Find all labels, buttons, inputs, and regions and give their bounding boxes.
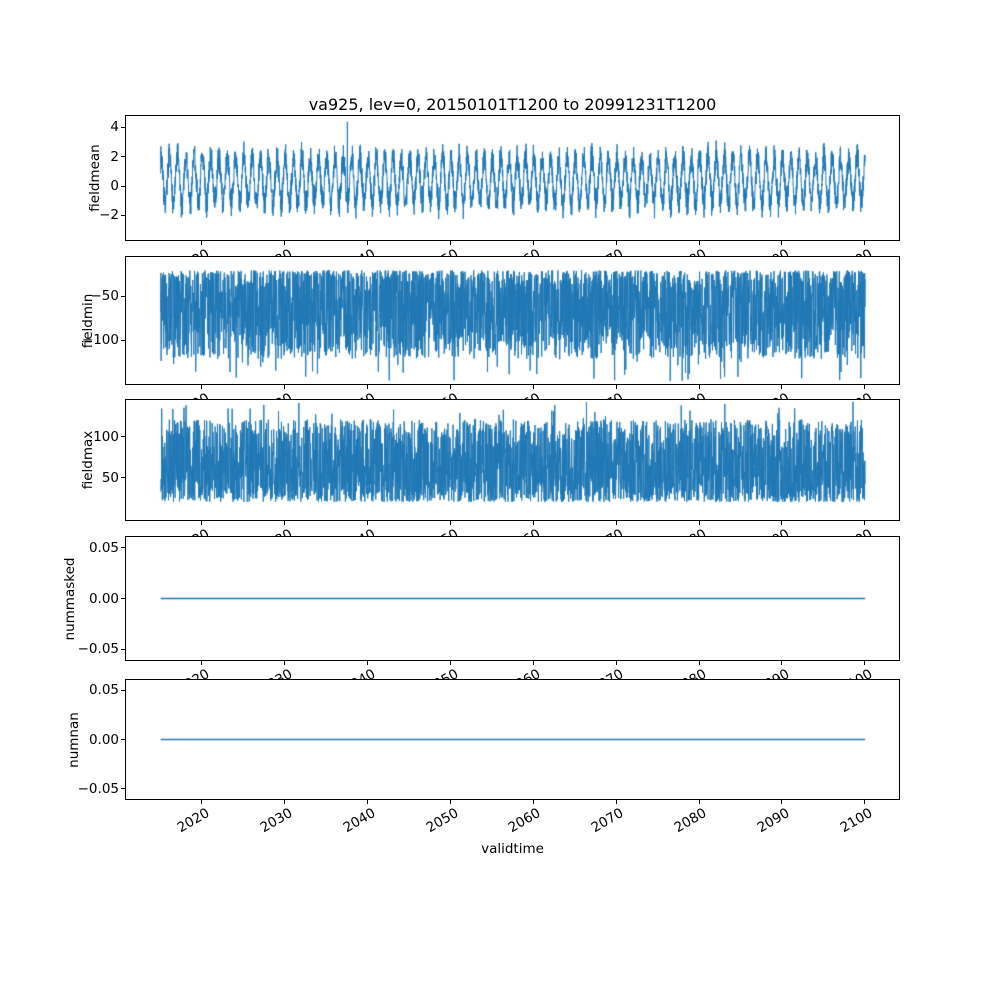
xtick-mark (781, 800, 783, 804)
ytick-label: −50 (90, 288, 120, 305)
xtick-mark (864, 661, 866, 665)
ytick-mark (121, 436, 125, 438)
xtick-mark (284, 521, 286, 525)
xtick-mark (449, 800, 451, 804)
xtick-mark (532, 661, 534, 665)
ytick-label: −2 (99, 207, 119, 224)
xtick-mark (781, 385, 783, 389)
ytick-mark (121, 126, 125, 128)
xtick-mark (615, 385, 617, 389)
xtick-mark (284, 800, 286, 804)
xtick-label: 2070 (588, 805, 627, 837)
xtick-mark (367, 800, 369, 804)
xtick-mark (615, 661, 617, 665)
ytick-mark (121, 788, 125, 790)
xtick-mark (781, 521, 783, 525)
ytick-mark (121, 477, 125, 479)
fieldmean-series-line (126, 116, 899, 240)
axes-numnan (125, 679, 900, 800)
xtick-label: 2090 (754, 805, 793, 837)
ytick-mark (121, 295, 125, 297)
xtick-label: 2080 (671, 805, 710, 837)
xtick-label: 2040 (340, 805, 379, 837)
fieldmax-series-line (126, 400, 899, 520)
xtick-mark (367, 521, 369, 525)
ytick-mark (121, 156, 125, 158)
ytick-mark (121, 689, 125, 691)
ytick-mark (121, 739, 125, 740)
xtick-mark (201, 661, 203, 665)
ytick-label: 0.05 (88, 539, 119, 556)
numnan-series-line (126, 680, 899, 799)
xtick-mark (698, 521, 700, 525)
xtick-mark (532, 241, 534, 245)
xtick-mark (449, 521, 451, 525)
xtick-mark (367, 385, 369, 389)
xtick-label: 2020 (174, 805, 213, 837)
ytick-mark (121, 598, 125, 599)
xtick-mark (781, 241, 783, 245)
y-axis-label-nummasked: nummasked (62, 557, 78, 640)
xtick-mark (864, 385, 866, 389)
xtick-mark (864, 241, 866, 245)
ytick-label: 2 (110, 148, 119, 165)
xtick-mark (201, 521, 203, 525)
xtick-mark (284, 241, 286, 245)
xtick-label: 2030 (257, 805, 296, 837)
ytick-label: 100 (93, 428, 119, 445)
xtick-mark (698, 661, 700, 665)
xtick-mark (615, 800, 617, 804)
axes-fieldmax (125, 399, 900, 521)
ytick-label: 0.00 (88, 590, 119, 607)
xtick-mark (864, 800, 866, 804)
ytick-label: 0.00 (88, 731, 119, 748)
axes-fieldmean (125, 115, 900, 241)
xtick-label: 2050 (423, 805, 461, 837)
x-axis-label: validtime (481, 841, 544, 857)
nummasked-series-line (126, 537, 899, 660)
axes-nummasked (125, 536, 900, 661)
xtick-mark (615, 521, 617, 525)
fieldmin-series-line (126, 257, 899, 384)
xtick-mark (201, 241, 203, 245)
ytick-label: 4 (110, 119, 119, 136)
ytick-label: 0 (110, 178, 119, 195)
ytick-label: 50 (101, 469, 119, 486)
xtick-mark (449, 661, 451, 665)
xtick-mark (698, 800, 700, 804)
ytick-mark (121, 339, 125, 341)
xtick-mark (284, 385, 286, 389)
xtick-mark (449, 385, 451, 389)
xtick-mark (201, 800, 203, 804)
xtick-mark (532, 521, 534, 525)
xtick-mark (449, 241, 451, 245)
ytick-label: −0.05 (77, 641, 119, 658)
xtick-mark (864, 521, 866, 525)
xtick-label: 2100 (837, 805, 876, 837)
xtick-mark (367, 661, 369, 665)
xtick-mark (201, 385, 203, 389)
xtick-mark (532, 385, 534, 389)
xtick-mark (284, 661, 286, 665)
xtick-mark (698, 385, 700, 389)
ytick-mark (121, 648, 125, 650)
axes-fieldmin (125, 256, 900, 385)
ytick-label: −100 (81, 332, 119, 349)
ytick-mark (121, 547, 125, 549)
ytick-mark (121, 185, 125, 187)
xtick-mark (781, 661, 783, 665)
xtick-label: 2060 (506, 805, 544, 837)
chart-title: va925, lev=0, 20150101T1200 to 20991231T… (308, 95, 717, 114)
xtick-mark (615, 241, 617, 245)
xtick-mark (532, 800, 534, 804)
xtick-mark (698, 241, 700, 245)
ytick-mark (121, 214, 125, 216)
ytick-label: 0.05 (88, 682, 119, 699)
ytick-label: −0.05 (77, 780, 119, 797)
xtick-mark (367, 241, 369, 245)
